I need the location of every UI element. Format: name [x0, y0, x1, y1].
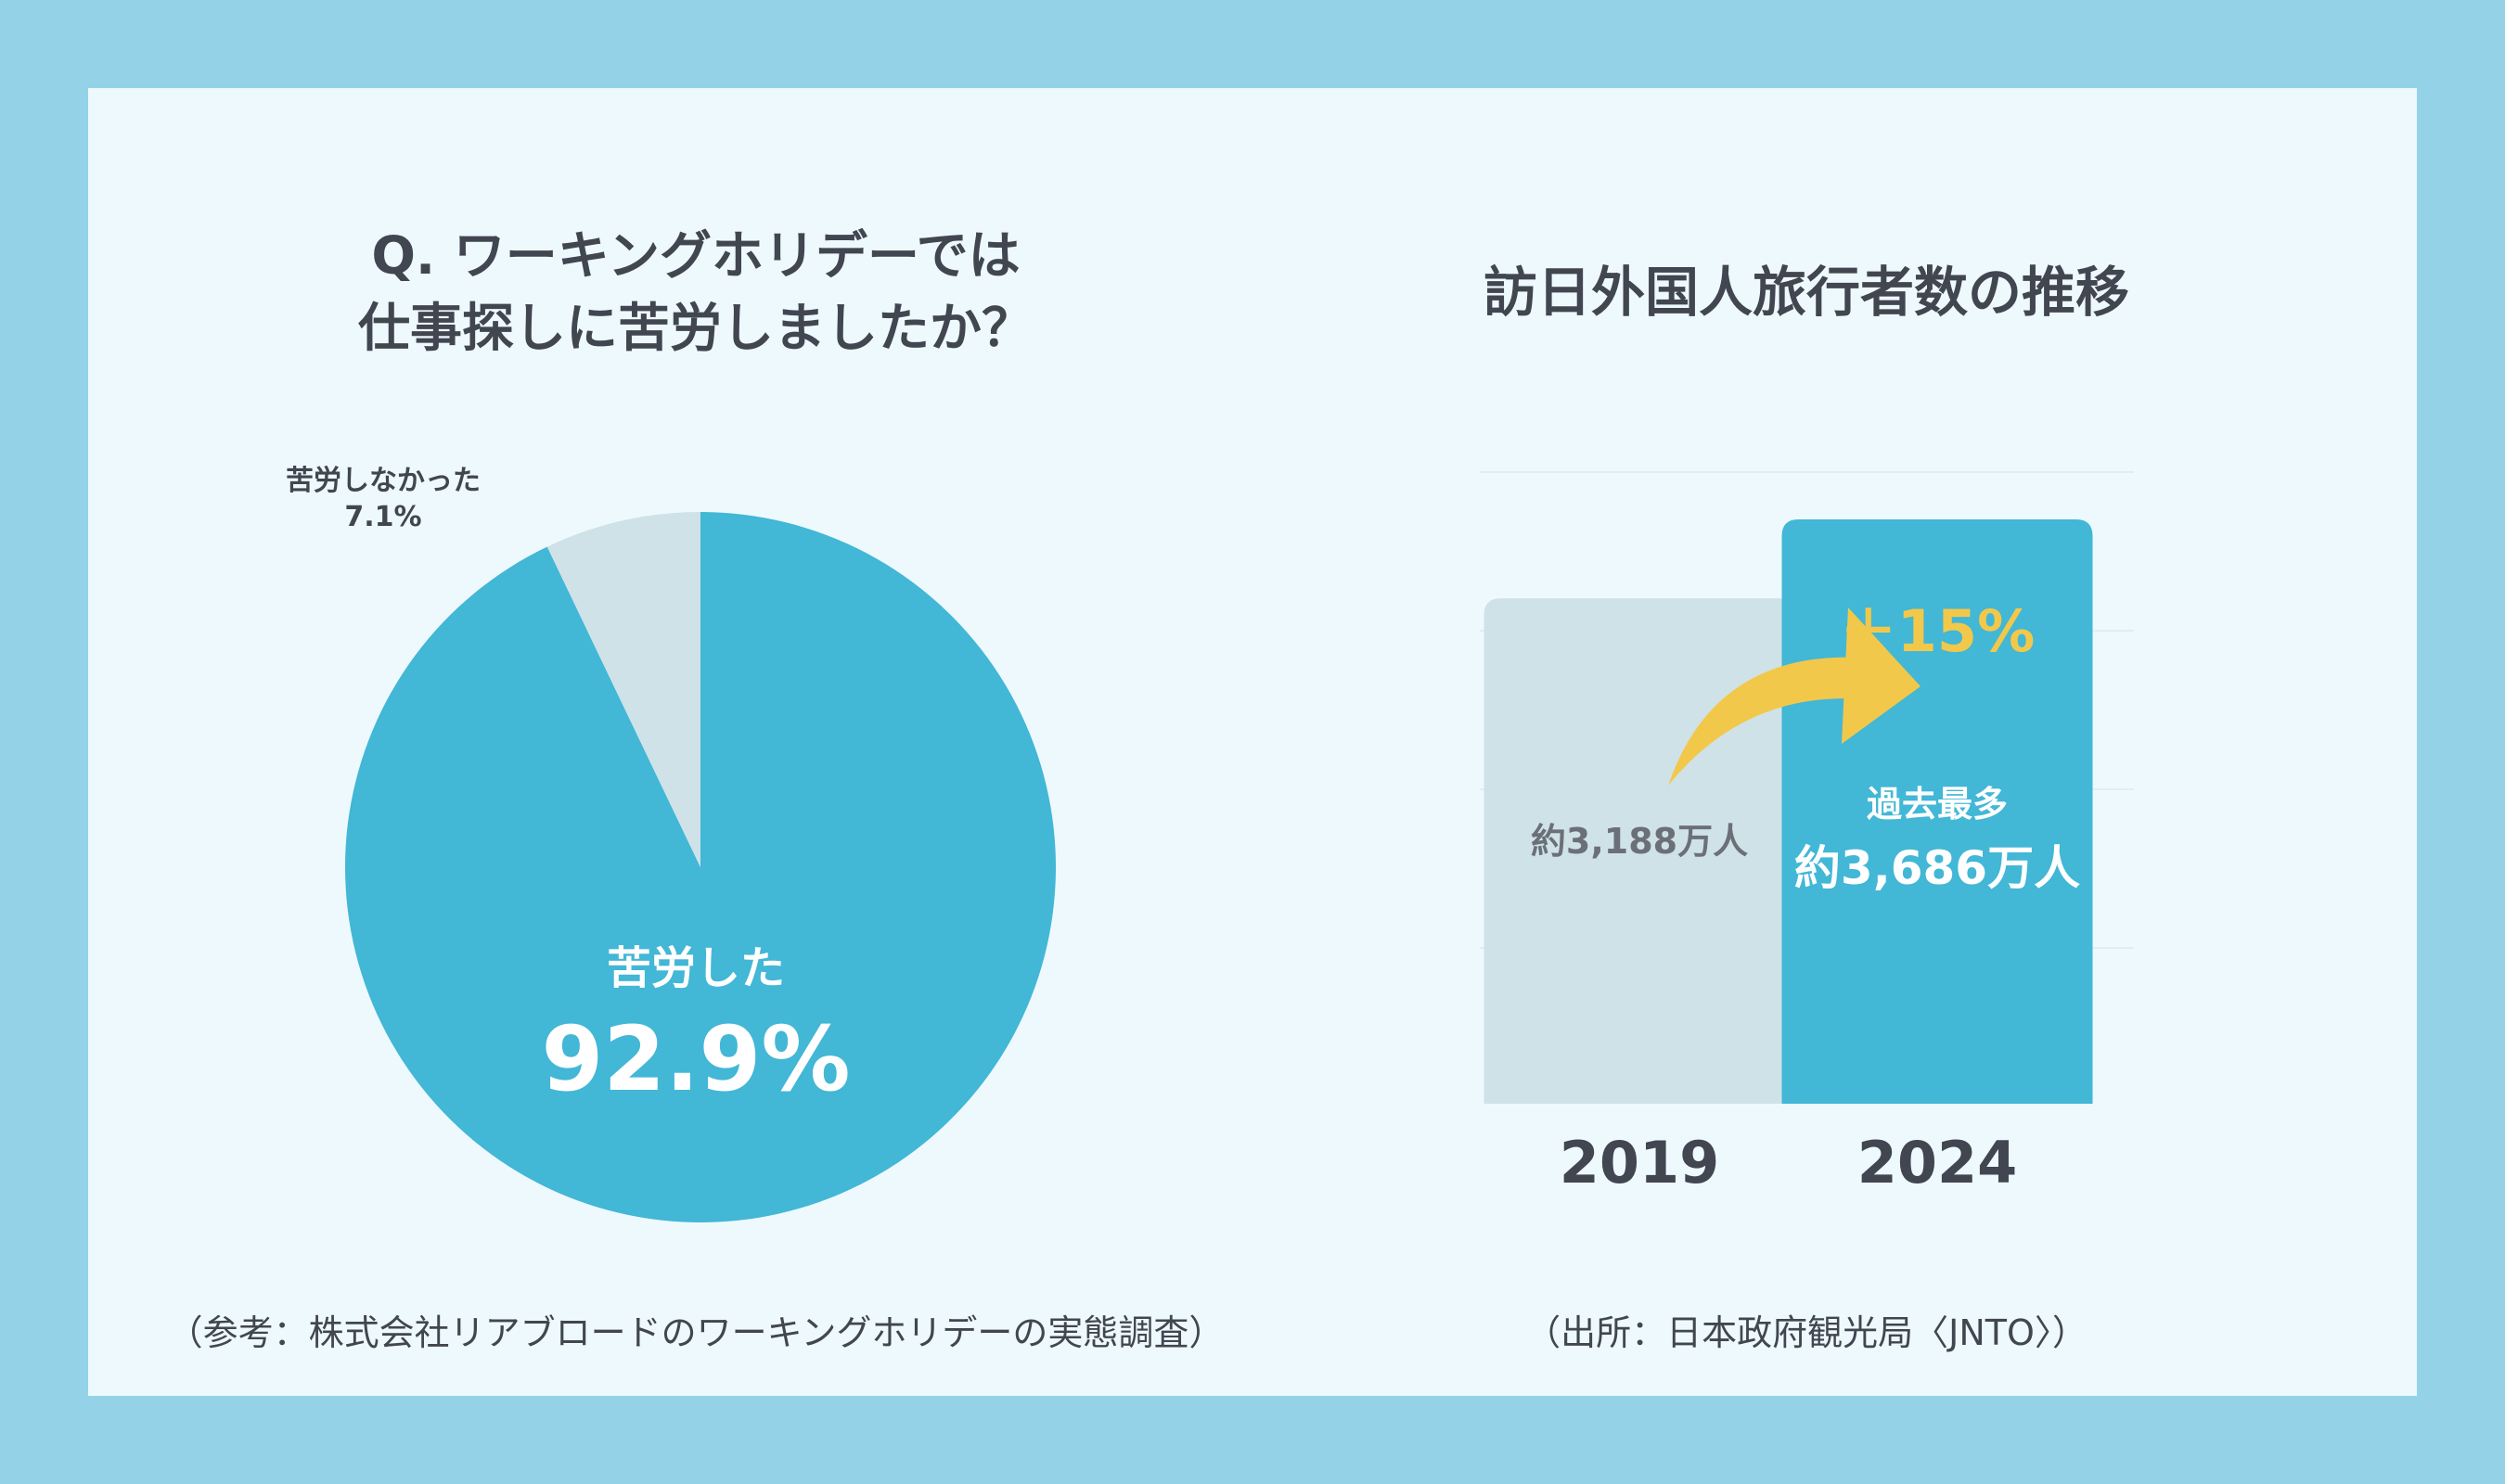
pie-slice-label-main: 苦労した: [607, 942, 785, 994]
record-high-label: 過去最多: [1867, 784, 2008, 825]
bar-category-2019: 2019: [1560, 1129, 1720, 1196]
growth-percent-label: ＋15%: [1840, 597, 2035, 665]
bar-title: 訪日外国人旅行者数の推移: [1484, 261, 2129, 324]
pie-chart: Q. ワーキングホリデーでは 仕事探しに苦労しましたか？ 苦労した 92.9% …: [168, 226, 1225, 1353]
bar-chart: 訪日外国人旅行者数の推移 ＋15% 約3,188万人 過去最多 約3,686万人…: [1480, 261, 2134, 1353]
pie-slice-label-minor: 苦労しなかった: [286, 465, 481, 497]
bar-category-2024: 2024: [1857, 1129, 2018, 1196]
pie-slice-value-main: 92.9%: [541, 1007, 850, 1111]
pie-slices: [344, 512, 1056, 1222]
bar-value-label-2019: 約3,188万人: [1531, 821, 1748, 862]
pie-title-line-1: Q. ワーキングホリデーでは: [371, 226, 1020, 287]
bar-source-note: （出所：日本政府観光局〈JNTO〉）: [1525, 1312, 2088, 1353]
infographic-svg: Q. ワーキングホリデーでは 仕事探しに苦労しましたか？ 苦労した 92.9% …: [168, 226, 2134, 1353]
growth-arrow-shaft: [1668, 657, 1874, 786]
growth-arrow-head: [1842, 608, 1920, 744]
infographic-card: Q. ワーキングホリデーでは 仕事探しに苦労しましたか？ 苦労した 92.9% …: [88, 88, 2417, 1396]
pie-slice-not-struggled: [546, 512, 700, 867]
bar-value-label-2024: 約3,686万人: [1794, 841, 2080, 895]
pie-slice-value-minor: 7.1%: [344, 501, 421, 533]
pie-title-line-2: 仕事探しに苦労しましたか？: [358, 299, 1034, 359]
pie-source-note: （参考：株式会社リアブロードのワーキングホリデーの実態調査）: [168, 1312, 1225, 1353]
